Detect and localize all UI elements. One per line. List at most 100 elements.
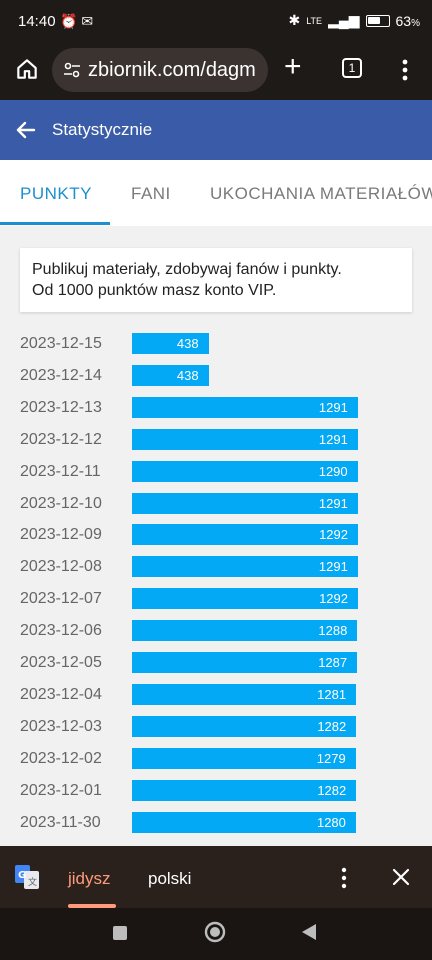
recents-icon[interactable] — [113, 926, 127, 940]
chart-row: 2023-12-04 1281 — [0, 679, 432, 711]
chart-bar: 1280 — [132, 811, 356, 833]
chart-row: 2023-12-03 1282 — [0, 711, 432, 743]
google-translate-icon: G 文 — [15, 865, 39, 889]
chart-date-label: 2023-12-14 — [20, 366, 102, 384]
chart-bar: 1288 — [132, 620, 358, 642]
site-settings-icon[interactable] — [62, 60, 82, 80]
chart-bar: 1292 — [132, 524, 358, 546]
chart-bar: 1292 — [132, 588, 358, 610]
tab-switcher-button[interactable]: 1 — [342, 58, 362, 78]
chart-bar: 438 — [132, 364, 209, 386]
chart-value-label: 1287 — [318, 655, 348, 670]
lang-indicator — [68, 904, 116, 908]
chart-date-label: 2023-12-09 — [20, 526, 102, 544]
info-line-1: Publikuj materiały, zdobywaj fanów i pun… — [32, 261, 342, 278]
svg-text:G: G — [18, 870, 26, 881]
chart-row: 2023-12-13 1291 — [0, 392, 432, 424]
chart-bar: 1290 — [132, 460, 358, 482]
chart-value-label: 1281 — [317, 686, 347, 702]
close-icon[interactable] — [390, 866, 412, 888]
chart-row: 2023-12-09 1292 — [0, 519, 432, 551]
chart-row: 2023-12-08 1291 — [0, 551, 432, 583]
chart-date-label: 2023-12-10 — [20, 494, 102, 512]
status-bar: 14:40 ⏰ ✉ ✱ LTE ▂▄▆ 63% — [0, 0, 432, 44]
chart-date-label: 2023-12-02 — [20, 749, 102, 767]
battery-icon — [365, 14, 390, 27]
translate-bar: G 文 jidysz polski — [0, 846, 432, 908]
chart-value-label: 1291 — [318, 431, 348, 447]
chart-bar: 438 — [132, 333, 209, 354]
chart-date-label: 2023-12-15 — [20, 335, 102, 352]
chart-date-label: 2023-12-07 — [20, 590, 102, 608]
new-tab-icon[interactable]: + — [284, 50, 302, 83]
chart-value-label: 1288 — [318, 623, 348, 639]
chart-bar: 1287 — [132, 652, 358, 673]
chart-row: 2023-12-11 1290 — [0, 456, 432, 488]
chart-date-label: 2023-12-13 — [20, 398, 102, 416]
chart-row: 2023-12-12 1291 — [0, 424, 432, 456]
svg-text:文: 文 — [28, 876, 37, 888]
chart-date-label: 2023-12-05 — [20, 654, 102, 671]
battery-percent: 63% — [395, 12, 420, 29]
network-label: LTE — [306, 15, 323, 26]
chart-value-label: 1291 — [318, 559, 348, 575]
chart-row: 2023-11-30 1280 — [0, 807, 432, 839]
chart-bar: 1291 — [132, 396, 358, 418]
info-card: Publikuj materiały, zdobywaj fanów i pun… — [20, 248, 412, 312]
system-nav-bar — [0, 908, 432, 960]
chart-bar: 1291 — [132, 556, 358, 578]
signal-icon: ▂▄▆ — [328, 12, 360, 28]
chart-value-label: 1291 — [318, 399, 348, 415]
chart-bar: 1291 — [132, 492, 358, 514]
chart-date-label: 2023-12-08 — [20, 558, 102, 576]
chart-value-label: 438 — [176, 336, 199, 351]
lang-option-polski[interactable]: polski — [148, 869, 192, 888]
tab-bar: PUNKTY FANI UKOCHANIA MATERIAŁÓW — [0, 160, 432, 226]
chart-value-label: 1282 — [317, 782, 347, 798]
back-arrow-icon[interactable] — [14, 118, 38, 142]
nav-home-icon[interactable] — [204, 921, 226, 943]
tab-punkty[interactable]: PUNKTY — [20, 184, 92, 203]
status-time: 14:40 — [18, 13, 56, 30]
chart-bar: 1281 — [132, 683, 357, 705]
chart-bar: 1291 — [132, 428, 358, 450]
chart-bar: 1282 — [132, 779, 357, 801]
app-header: Statystycznie — [0, 100, 432, 160]
chart-row: 2023-12-05 1287 — [0, 647, 432, 679]
chart-value-label: 1292 — [319, 591, 348, 607]
chart-date-label: 2023-12-03 — [20, 717, 102, 735]
menu-icon[interactable] — [395, 56, 415, 84]
chart-row: 2023-12-02 1279 — [0, 743, 432, 775]
url-bar[interactable]: zbiornik.com/dagm — [52, 48, 268, 92]
browser-toolbar: zbiornik.com/dagm + 1 — [0, 44, 432, 100]
nav-back-icon[interactable] — [300, 923, 318, 941]
chart-row: 2023-12-14 438 — [0, 360, 432, 392]
chart-row: 2023-12-01 1282 — [0, 775, 432, 807]
chart-value-label: 1291 — [318, 495, 348, 511]
chart-row: 2023-12-06 1288 — [0, 615, 432, 647]
status-right: ✱ LTE ▂▄▆ 63% — [288, 12, 420, 29]
url-text: zbiornik.com/dagm — [88, 59, 256, 81]
chart-date-label: 2023-12-06 — [20, 622, 102, 640]
translate-menu-icon[interactable] — [334, 866, 354, 890]
chart-value-label: 1279 — [316, 750, 346, 766]
tab-fani[interactable]: FANI — [131, 184, 171, 203]
chart-date-label: 2023-12-01 — [20, 781, 102, 799]
lang-option-jidysz[interactable]: jidysz — [68, 869, 111, 888]
chart-value-label: 438 — [176, 367, 199, 383]
chart-row: 2023-12-15 438 — [0, 328, 432, 360]
chart-row: 2023-12-10 1291 — [0, 488, 432, 520]
chart-date-label: 2023-11-30 — [20, 813, 101, 831]
alarm-icon: ⏰ ✉ — [60, 13, 94, 29]
chart-bar: 1279 — [132, 747, 356, 769]
bluetooth-icon: ✱ — [288, 12, 301, 28]
chart-row: 2023-12-07 1292 — [0, 583, 432, 615]
chart-value-label: 1290 — [318, 463, 348, 479]
tab-ukochania[interactable]: UKOCHANIA MATERIAŁÓW — [210, 184, 432, 203]
chart-value-label: 1282 — [317, 718, 347, 734]
tab-indicator — [0, 222, 110, 225]
page-title: Statystycznie — [52, 120, 153, 139]
home-icon[interactable] — [14, 56, 40, 82]
info-line-2: Od 1000 punktów masz konto VIP. — [32, 282, 277, 299]
chart-date-label: 2023-12-11 — [20, 462, 101, 480]
